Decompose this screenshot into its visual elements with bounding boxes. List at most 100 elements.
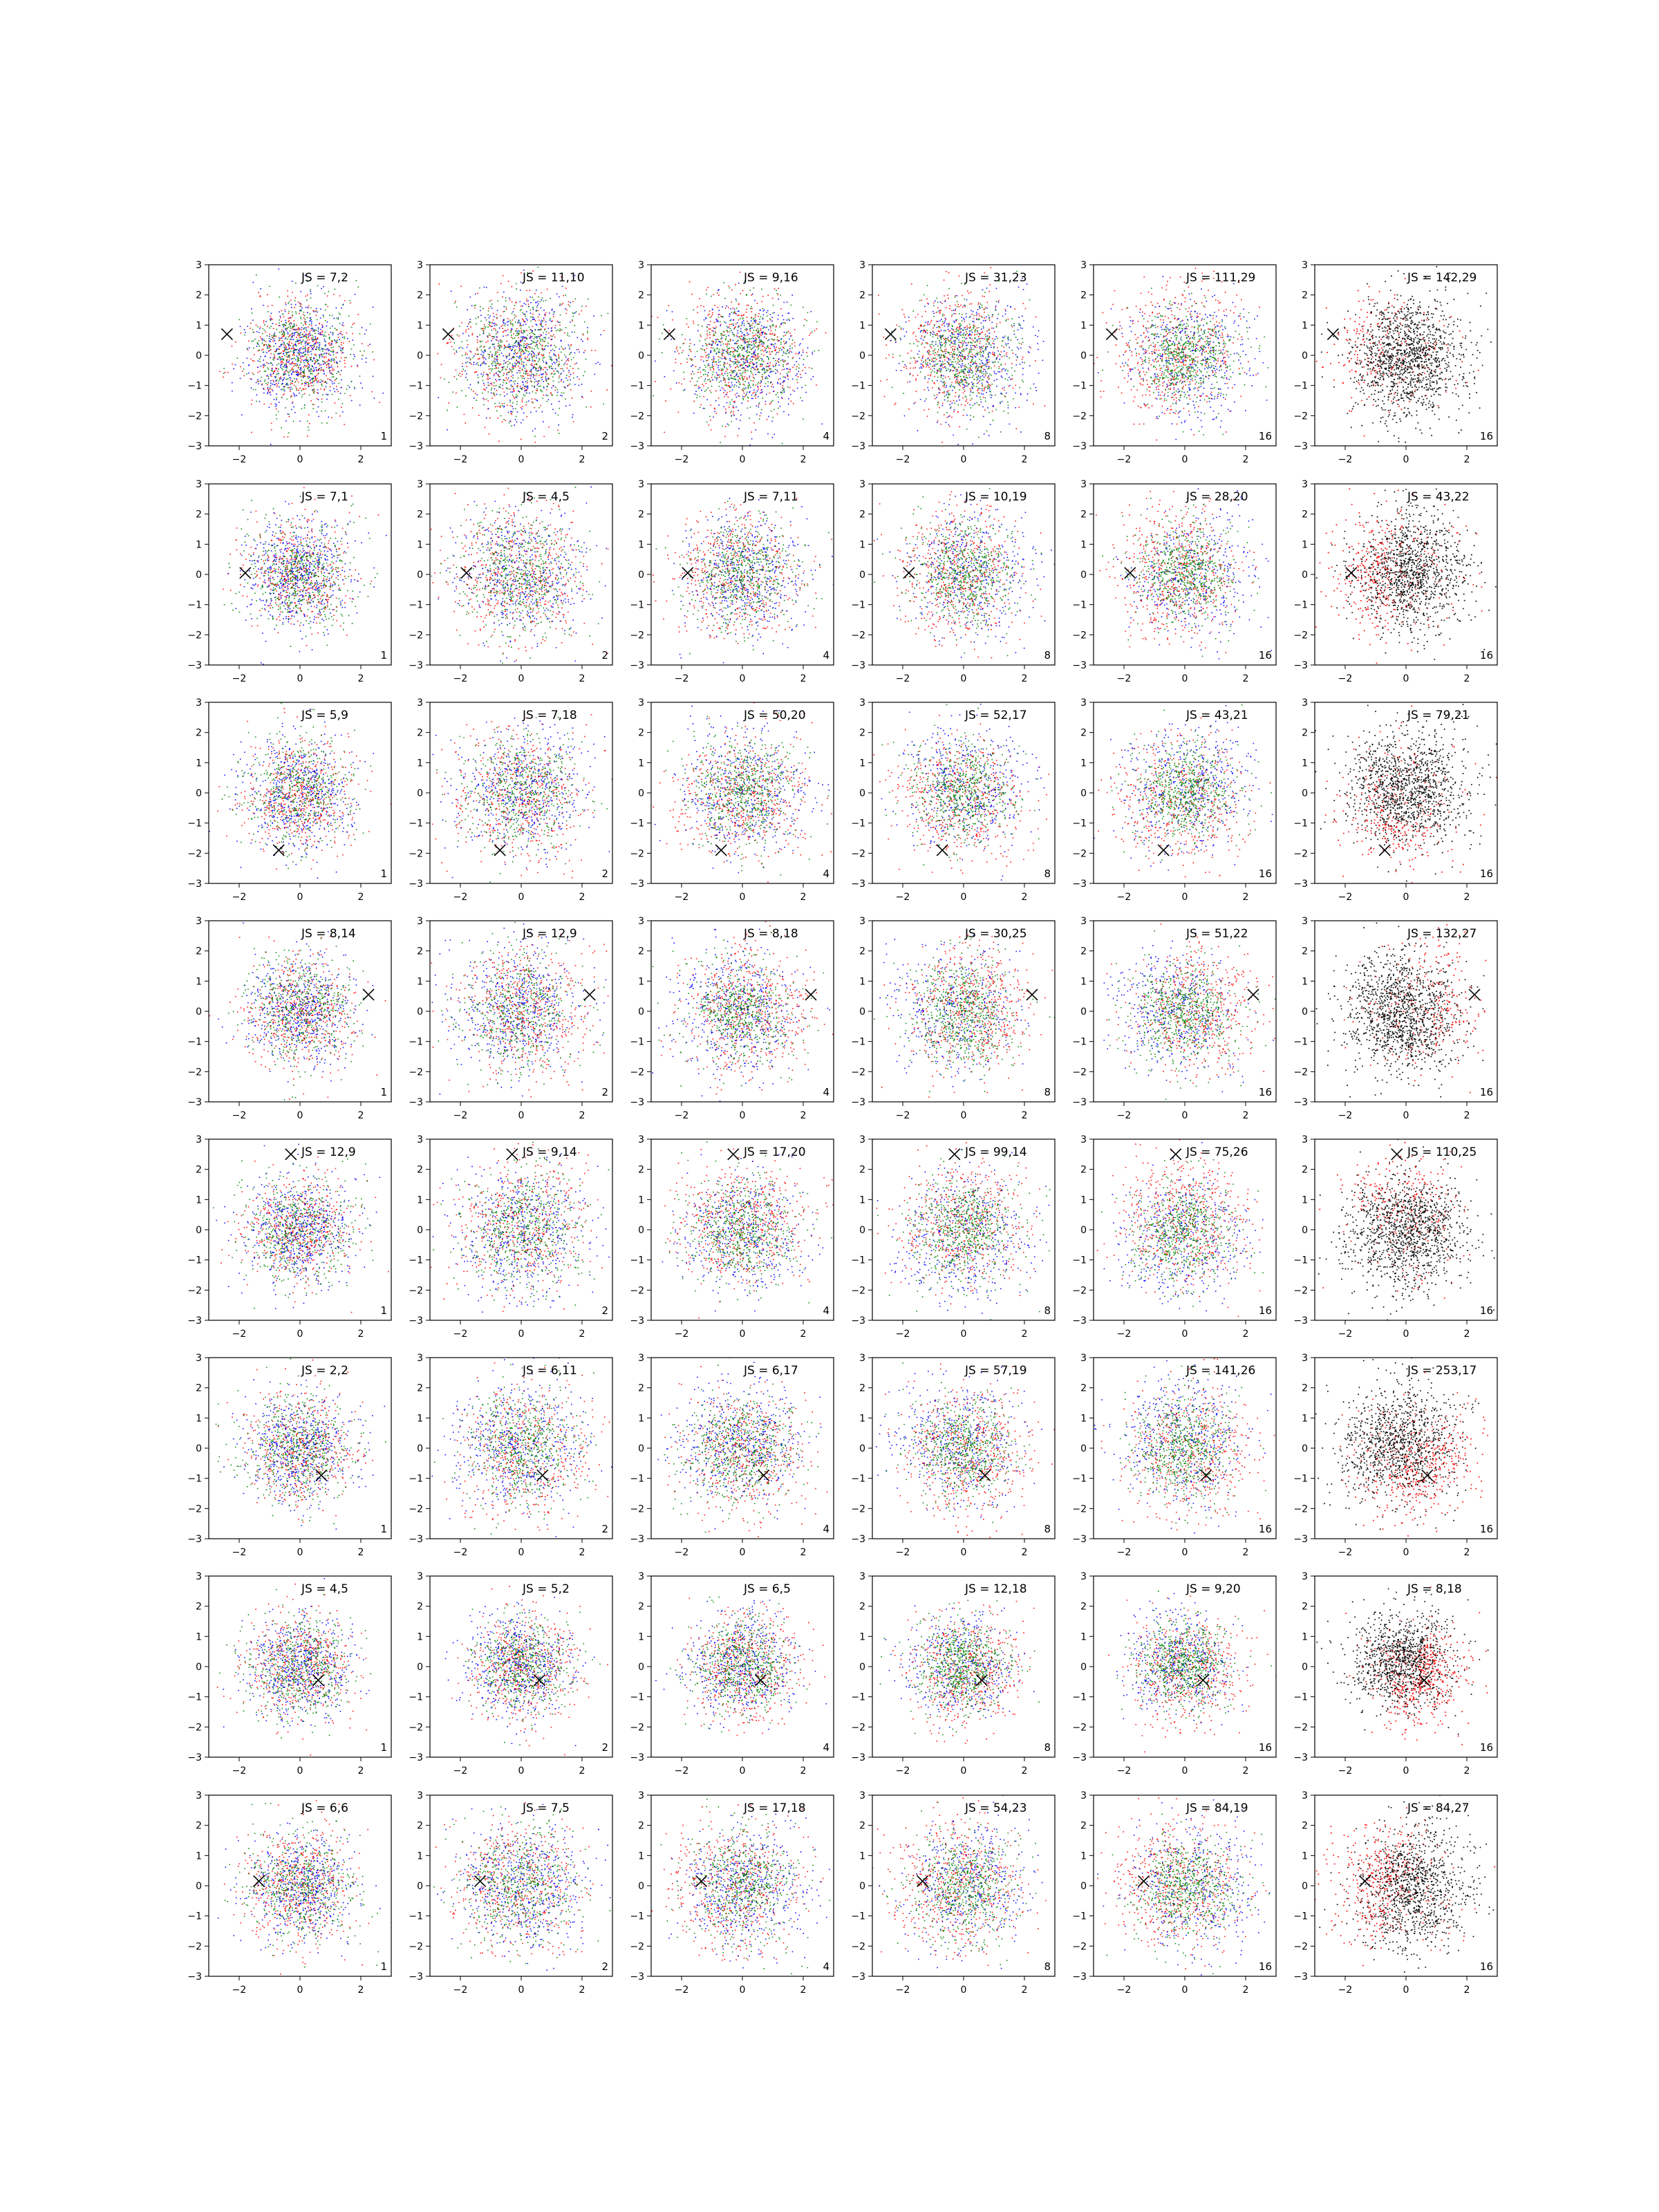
scatter-point	[487, 354, 489, 355]
scatter-point	[751, 344, 752, 346]
scatter-point	[305, 343, 306, 344]
scatter-point	[289, 371, 290, 373]
scatter-point	[735, 324, 737, 325]
scatter-point	[550, 319, 551, 321]
scatter-point	[498, 386, 500, 387]
scatter-point	[308, 334, 309, 335]
scatter-point	[308, 337, 309, 339]
scatter-point	[956, 328, 957, 329]
scatter-point	[547, 377, 549, 379]
scatter-point	[315, 360, 316, 362]
scatter-point	[276, 399, 277, 400]
scatter-point	[288, 375, 290, 376]
scatter-point	[709, 310, 711, 312]
scatter-point	[706, 355, 707, 356]
scatter-point	[324, 292, 326, 294]
scatter-point	[489, 325, 491, 326]
scatter-point	[798, 352, 800, 353]
scatter-point	[763, 355, 765, 356]
scatter-point	[783, 301, 785, 303]
scatter-point	[970, 326, 971, 328]
scatter-point	[517, 395, 518, 397]
scatter-point	[765, 383, 767, 384]
scatter-point	[515, 321, 516, 323]
scatter-point	[473, 364, 474, 365]
scatter-point	[523, 413, 525, 414]
scatter-point	[715, 319, 717, 320]
scatter-point	[497, 359, 498, 360]
scatter-point	[778, 358, 780, 359]
scatter-point	[762, 317, 763, 319]
scatter-point	[664, 376, 665, 377]
scatter-point	[263, 320, 265, 321]
scatter-point	[655, 360, 656, 362]
scatter-point	[309, 333, 310, 335]
scatter-point	[315, 324, 317, 326]
scatter-point	[744, 396, 745, 397]
scatter-point	[309, 394, 310, 395]
scatter-point	[301, 396, 303, 397]
scatter-point	[686, 324, 688, 325]
scatter-point	[735, 350, 737, 352]
scatter-point	[301, 327, 303, 328]
scatter-point	[955, 395, 956, 397]
scatter-point	[951, 417, 953, 418]
scatter-point	[679, 347, 681, 348]
scatter-point	[318, 332, 319, 334]
scatter-point	[319, 323, 320, 324]
scatter-point	[344, 366, 346, 368]
scatter-point	[541, 348, 543, 350]
scatter-point	[561, 351, 562, 353]
scatter-point	[538, 348, 539, 349]
scatter-point	[521, 422, 522, 424]
scatter-point	[489, 315, 491, 317]
scatter-point	[727, 373, 729, 374]
scatter-point	[313, 339, 315, 340]
scatter-point	[724, 356, 725, 357]
scatter-point	[569, 348, 570, 350]
scatter-point	[293, 366, 294, 367]
scatter-point	[740, 375, 742, 376]
scatter-point	[278, 268, 279, 270]
scatter-point	[543, 300, 544, 301]
scatter-point	[280, 377, 281, 378]
scatter-point	[511, 425, 512, 427]
scatter-point	[273, 399, 274, 400]
scatter-point	[313, 347, 315, 348]
scatter-point	[288, 373, 289, 374]
scatter-point	[962, 397, 964, 399]
scatter-point	[731, 289, 733, 290]
scatter-point	[591, 350, 592, 351]
scatter-point	[522, 406, 523, 407]
scatter-point	[729, 328, 731, 329]
scatter-point	[337, 363, 338, 364]
scatter-point	[496, 367, 497, 368]
scatter-point	[720, 361, 721, 362]
scatter-point	[759, 402, 760, 404]
scatter-point	[274, 384, 276, 386]
scatter-point	[318, 328, 319, 330]
scatter-point	[782, 382, 783, 383]
scatter-point	[252, 329, 253, 330]
scatter-point	[567, 379, 568, 381]
scatter-point	[792, 339, 794, 341]
scatter-point	[723, 282, 724, 283]
scatter-point	[707, 375, 709, 377]
scatter-point	[503, 382, 504, 383]
scatter-point	[729, 377, 730, 378]
scatter-point	[744, 341, 746, 342]
scatter-point	[959, 426, 960, 427]
scatter-point	[471, 334, 473, 335]
scatter-point	[326, 348, 327, 350]
scatter-point	[498, 364, 500, 366]
scatter-point	[774, 312, 775, 313]
scatter-point	[278, 411, 279, 412]
scatter-point	[689, 348, 691, 350]
scatter-point	[816, 321, 818, 322]
scatter-point	[700, 336, 702, 337]
scatter-point	[961, 404, 962, 405]
scatter-point	[303, 335, 305, 336]
y-tick-label: 0	[417, 350, 423, 362]
scatter-point	[699, 340, 700, 341]
scatter-point	[292, 346, 294, 348]
